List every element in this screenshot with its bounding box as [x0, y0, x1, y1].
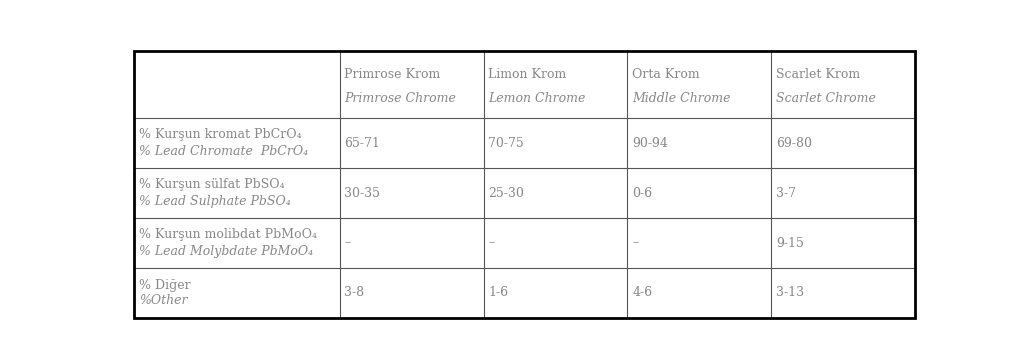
Text: 90-94: 90-94 [632, 137, 668, 150]
Text: 30-35: 30-35 [344, 187, 380, 200]
Text: 3-13: 3-13 [776, 286, 804, 299]
Text: Middle Chrome: Middle Chrome [632, 91, 731, 104]
Text: 1-6: 1-6 [488, 286, 508, 299]
Text: Scarlet Krom: Scarlet Krom [776, 68, 860, 81]
Text: Orta Krom: Orta Krom [632, 68, 699, 81]
Text: % Kurşun kromat PbCrO₄: % Kurşun kromat PbCrO₄ [139, 128, 301, 141]
Text: –: – [632, 237, 638, 249]
Text: % Diğer: % Diğer [139, 279, 190, 292]
Text: –: – [488, 237, 495, 249]
Text: % Lead Molybdate PbMoO₄: % Lead Molybdate PbMoO₄ [139, 245, 313, 258]
Text: Lemon Chrome: Lemon Chrome [488, 91, 586, 104]
Text: Limon Krom: Limon Krom [488, 68, 566, 81]
Text: % Kurşun sülfat PbSO₄: % Kurşun sülfat PbSO₄ [139, 178, 285, 191]
Text: –: – [344, 237, 350, 249]
Text: 25-30: 25-30 [488, 187, 524, 200]
Text: 9-15: 9-15 [776, 237, 804, 249]
Text: %Other: %Other [139, 294, 187, 307]
Text: % Kurşun molibdat PbMoO₄: % Kurşun molibdat PbMoO₄ [139, 228, 316, 241]
Text: 3-8: 3-8 [344, 286, 365, 299]
Text: % Lead Sulphate PbSO₄: % Lead Sulphate PbSO₄ [139, 195, 291, 208]
Text: 4-6: 4-6 [632, 286, 652, 299]
Text: % Lead Chromate  PbCrO₄: % Lead Chromate PbCrO₄ [139, 145, 308, 158]
Text: Primrose Krom: Primrose Krom [344, 68, 440, 81]
Text: 65-71: 65-71 [344, 137, 380, 150]
Text: 70-75: 70-75 [488, 137, 524, 150]
Text: 3-7: 3-7 [776, 187, 796, 200]
Text: 69-80: 69-80 [776, 137, 812, 150]
Text: Primrose Chrome: Primrose Chrome [344, 91, 456, 104]
Text: 0-6: 0-6 [632, 187, 652, 200]
Text: Scarlet Chrome: Scarlet Chrome [776, 91, 876, 104]
